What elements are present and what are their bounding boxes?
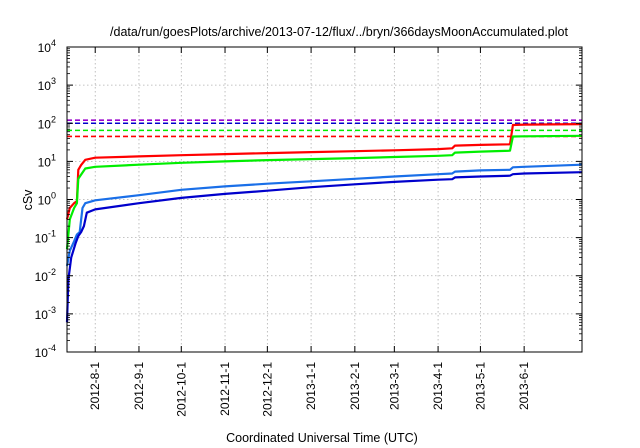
x-tick-label: 2012-10-1 — [174, 362, 188, 417]
y-tick-label: 10-4 — [35, 343, 56, 360]
chart-title: /data/run/goesPlots/archive/2013-07-12/f… — [110, 25, 568, 39]
x-tick-label: 2013-4-1 — [431, 362, 445, 410]
series-layer — [65, 123, 583, 323]
y-tick-label: 103 — [38, 76, 56, 93]
x-tick-label: 2013-2-1 — [348, 362, 362, 410]
y-tick-label: 10-1 — [35, 229, 56, 246]
x-tick-label: 2013-3-1 — [387, 362, 401, 410]
x-tick-label: 2012-11-1 — [218, 362, 232, 416]
x-tick-label: 2012-8-1 — [88, 362, 102, 410]
y-tick-label: 104 — [38, 38, 56, 55]
x-tick-label: 2012-9-1 — [132, 362, 146, 410]
y-tick-label: 100 — [38, 191, 56, 208]
grid-layer — [67, 47, 582, 352]
x-tick-label: 2012-12-1 — [260, 362, 274, 417]
y-tick-label: 101 — [38, 152, 56, 169]
series-line — [65, 134, 583, 250]
y-axis-ticks: 10-4 10-3 10-2 10-1 100 101 102 103 104 — [35, 38, 582, 360]
x-axis-label: Coordinated Universal Time (UTC) — [226, 431, 418, 445]
series-line — [65, 123, 583, 220]
series-line — [65, 171, 583, 323]
x-tick-label: 2013-6-1 — [517, 362, 531, 410]
y-tick-label: 10-3 — [35, 305, 56, 322]
reference-lines — [67, 119, 582, 138]
y-tick-label: 10-2 — [35, 267, 56, 284]
series-line — [65, 163, 583, 267]
y-tick-label: 102 — [38, 114, 56, 131]
x-tick-label: 2013-5-1 — [473, 362, 487, 410]
x-tick-label: 2013-1-1 — [304, 362, 318, 410]
x-axis-ticks: 2012-8-1 2012-9-1 2012-10-1 2012-11-1 2012-1… — [88, 47, 531, 417]
y-axis-label: cSv — [21, 189, 35, 211]
